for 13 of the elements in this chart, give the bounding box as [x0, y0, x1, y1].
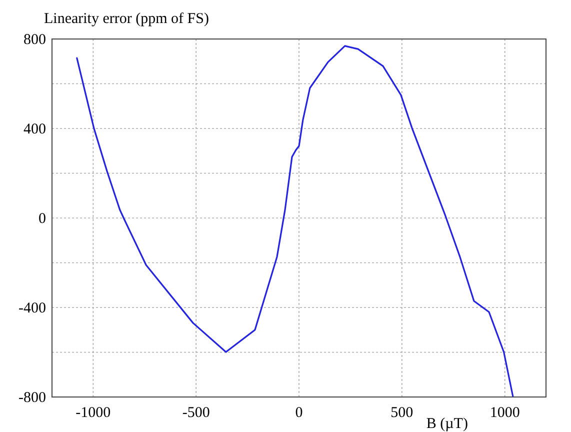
x-tick-label: 500 [390, 405, 414, 421]
x-tick-label: -1000 [76, 405, 111, 421]
x-axis-title: B (µT) [426, 416, 468, 432]
y-tick-label: 800 [24, 32, 46, 48]
x-tick-label: 0 [295, 405, 303, 421]
y-axis-title: Linearity error (ppm of FS) [44, 11, 209, 27]
x-tick-label: 1000 [490, 405, 520, 421]
y-tick-label: 400 [24, 122, 46, 138]
y-tick-label: 0 [38, 211, 46, 227]
x-tick-label: -500 [182, 405, 210, 421]
line-series [76, 45, 514, 397]
y-tick-label: -400 [18, 300, 46, 316]
y-tick-label: -800 [18, 390, 46, 406]
